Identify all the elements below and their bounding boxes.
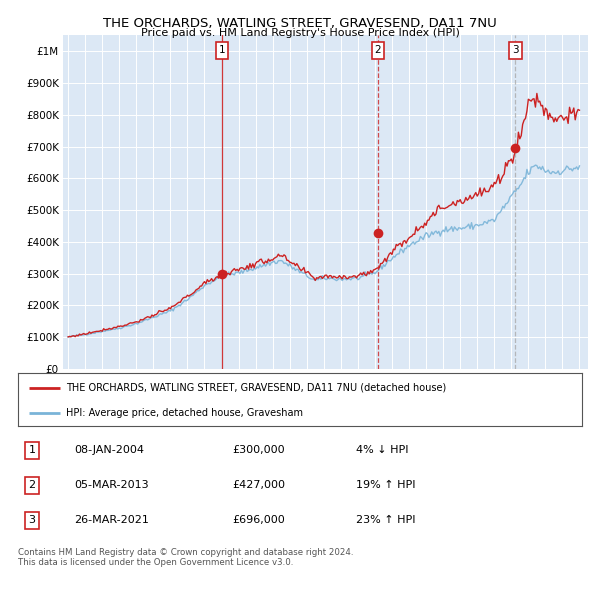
Text: £696,000: £696,000 <box>232 515 285 525</box>
Text: 26-MAR-2021: 26-MAR-2021 <box>74 515 149 525</box>
Text: £427,000: £427,000 <box>232 480 286 490</box>
Text: Contains HM Land Registry data © Crown copyright and database right 2024.
This d: Contains HM Land Registry data © Crown c… <box>18 548 353 567</box>
Text: 4% ↓ HPI: 4% ↓ HPI <box>356 445 409 455</box>
Text: THE ORCHARDS, WATLING STREET, GRAVESEND, DA11 7NU (detached house): THE ORCHARDS, WATLING STREET, GRAVESEND,… <box>66 383 446 393</box>
Text: 2: 2 <box>29 480 35 490</box>
Text: 3: 3 <box>29 515 35 525</box>
Text: 08-JAN-2004: 08-JAN-2004 <box>74 445 145 455</box>
Text: 2: 2 <box>374 45 382 55</box>
Text: 3: 3 <box>512 45 518 55</box>
Text: Price paid vs. HM Land Registry's House Price Index (HPI): Price paid vs. HM Land Registry's House … <box>140 28 460 38</box>
Text: 19% ↑ HPI: 19% ↑ HPI <box>356 480 416 490</box>
Text: 1: 1 <box>219 45 226 55</box>
Text: HPI: Average price, detached house, Gravesham: HPI: Average price, detached house, Grav… <box>66 408 303 418</box>
Text: 23% ↑ HPI: 23% ↑ HPI <box>356 515 416 525</box>
Text: THE ORCHARDS, WATLING STREET, GRAVESEND, DA11 7NU: THE ORCHARDS, WATLING STREET, GRAVESEND,… <box>103 17 497 30</box>
Text: 1: 1 <box>29 445 35 455</box>
Text: £300,000: £300,000 <box>232 445 285 455</box>
Text: 05-MAR-2013: 05-MAR-2013 <box>74 480 149 490</box>
